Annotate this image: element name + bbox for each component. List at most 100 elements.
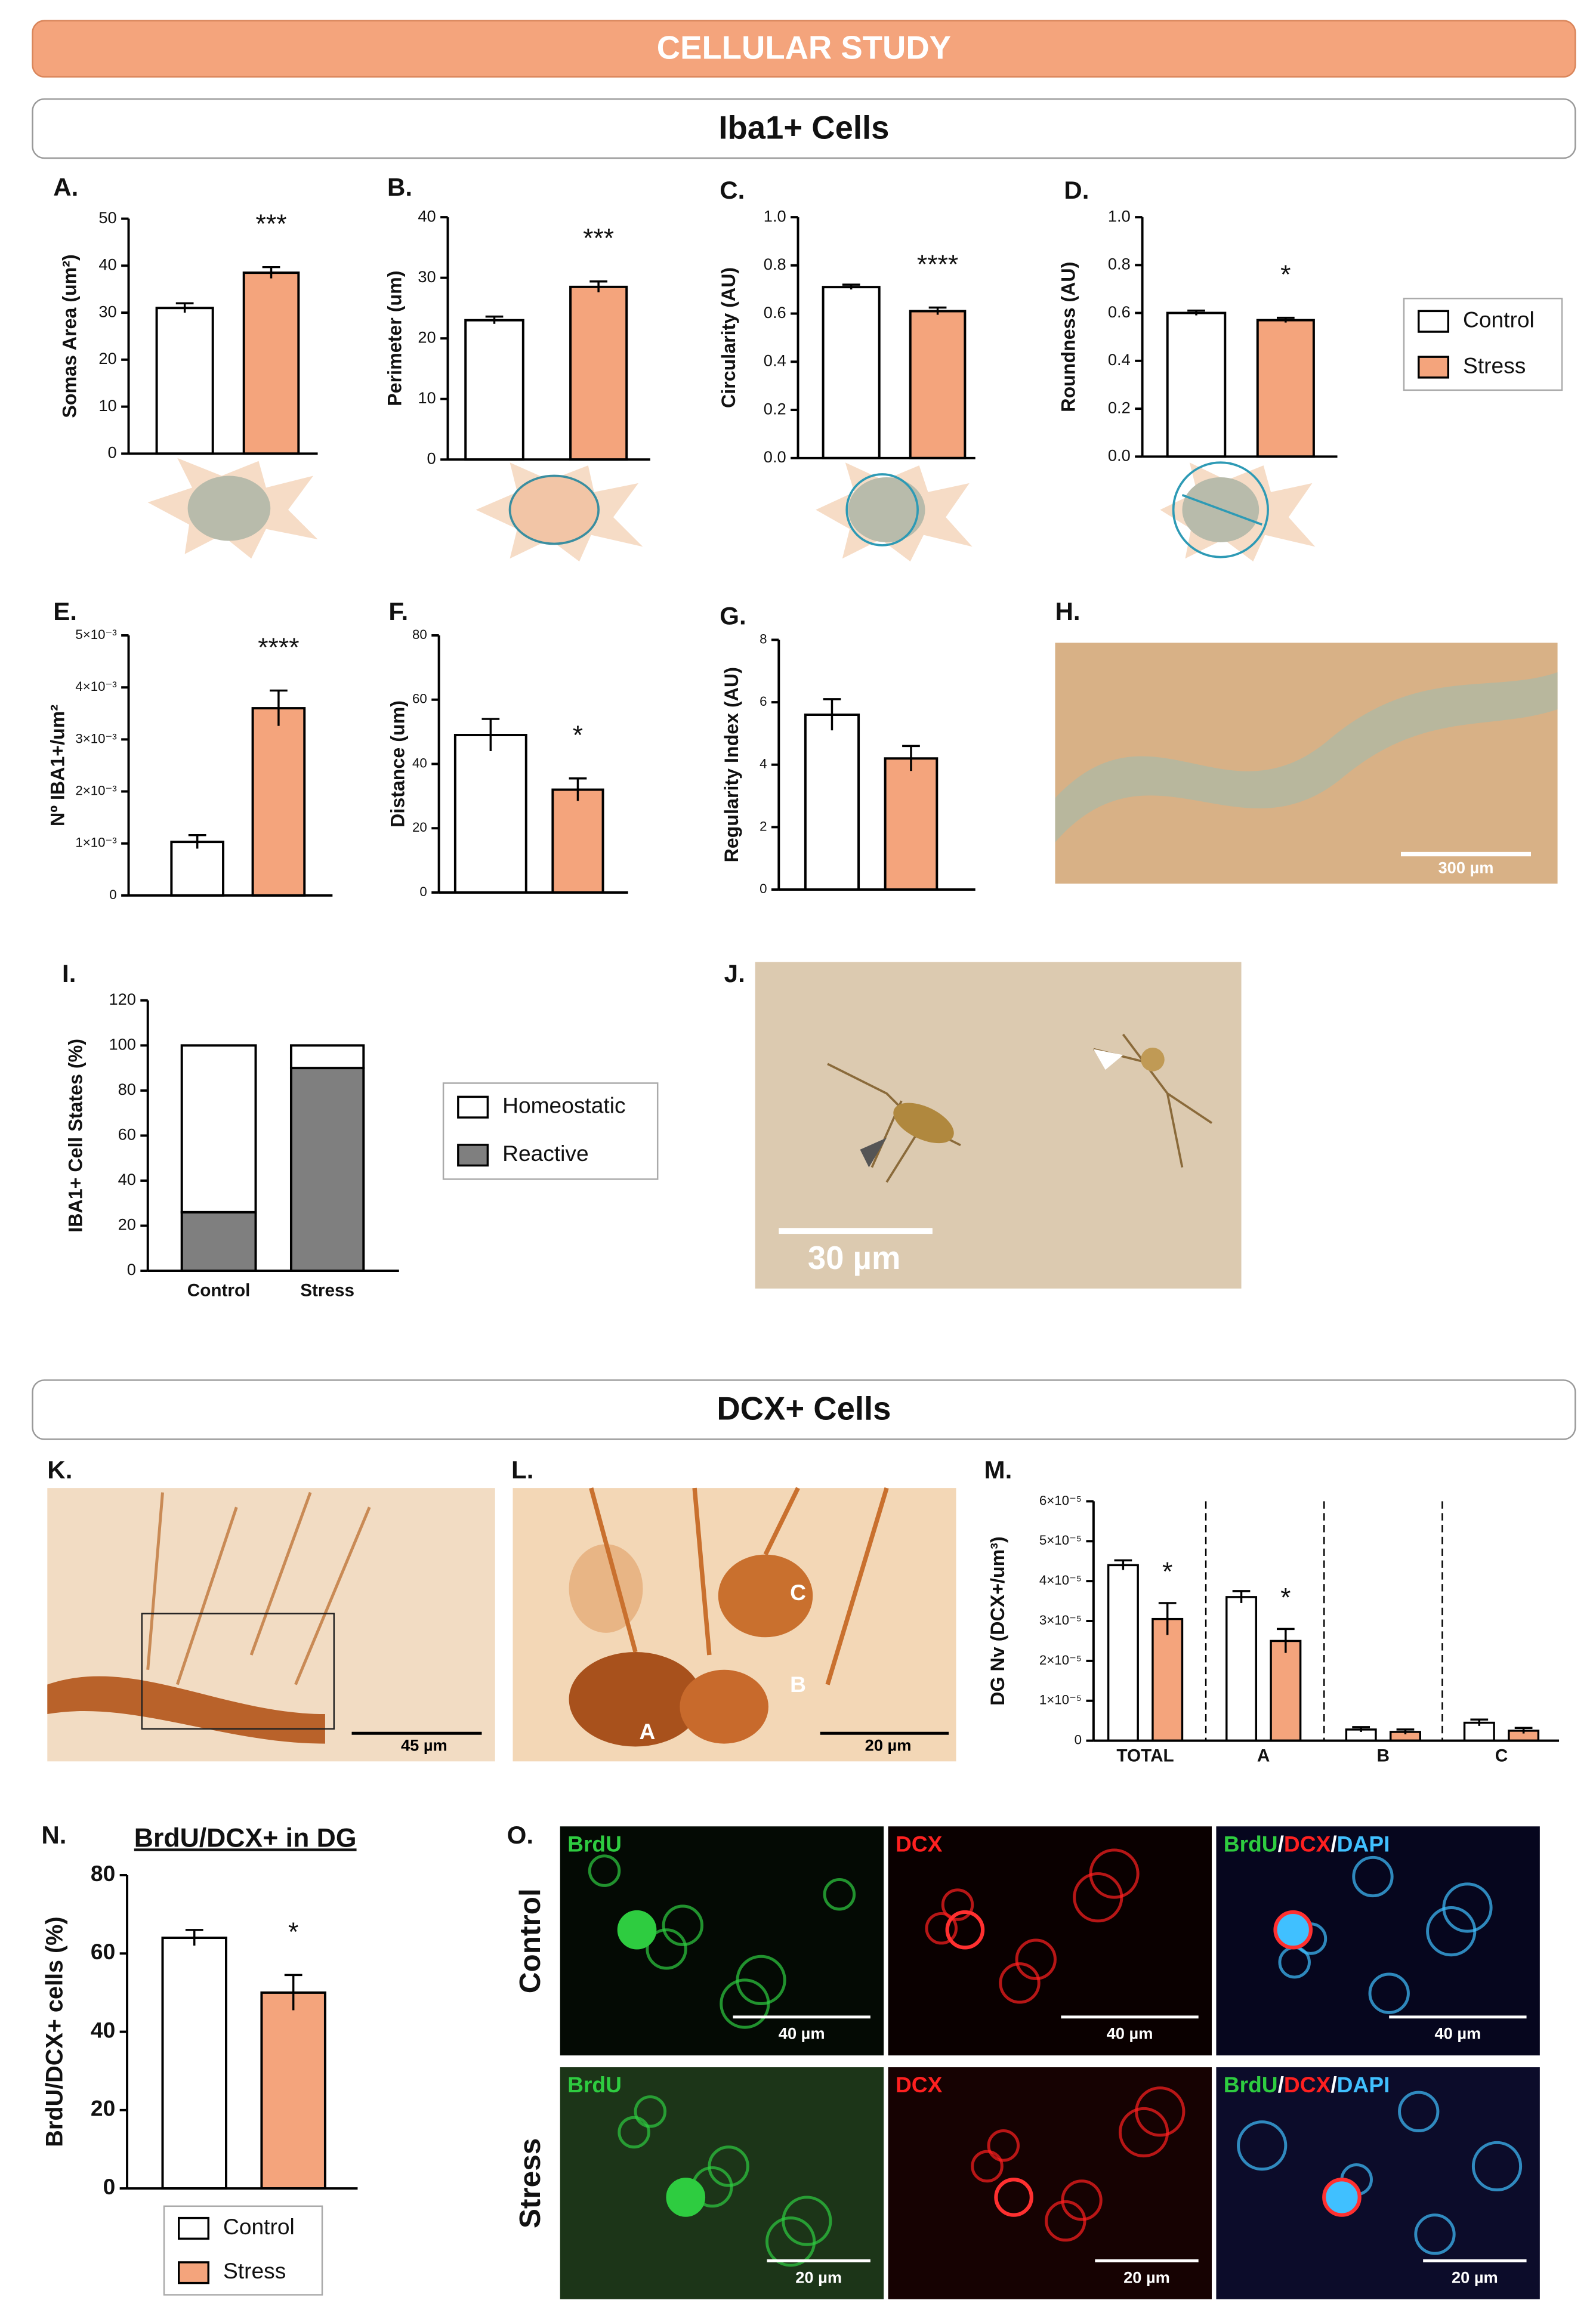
bar bbox=[161, 1937, 227, 2190]
cell bbox=[720, 1978, 770, 2029]
channel-label: BrdU bbox=[567, 2072, 622, 2097]
bar-segment bbox=[289, 1044, 365, 1070]
channel-name: BrdU bbox=[1224, 1831, 1278, 1856]
y-tick-label: 40 bbox=[91, 2017, 115, 2042]
significance: **** bbox=[258, 633, 299, 662]
y-tick-label: 4 bbox=[760, 756, 767, 771]
y-tick-label: 5×10⁻⁵ bbox=[1039, 1533, 1082, 1548]
cell-label: C bbox=[790, 1580, 806, 1605]
bar bbox=[804, 714, 860, 891]
micrograph bbox=[755, 962, 1242, 1289]
bar bbox=[1152, 1617, 1184, 1742]
dendrites bbox=[146, 1492, 371, 1685]
y-tick-label: 40 bbox=[98, 255, 116, 274]
bar-segment bbox=[289, 1067, 365, 1273]
legend-swatch bbox=[1418, 356, 1450, 379]
separator: / bbox=[1278, 2072, 1284, 2097]
panel-label: F. bbox=[388, 597, 408, 625]
scale-bar-label: 40 µm bbox=[1434, 2024, 1481, 2043]
arrow bbox=[860, 1138, 887, 1168]
cell-label: B bbox=[790, 1672, 806, 1697]
section-title: Iba1+ Cells bbox=[718, 109, 889, 146]
y-axis-label: DG Nv (DCX+/um³) bbox=[987, 1536, 1008, 1705]
x-tick-label: C bbox=[1495, 1746, 1508, 1766]
cell bbox=[1414, 2213, 1456, 2255]
outline bbox=[1172, 461, 1269, 558]
micrograph bbox=[888, 2067, 1212, 2299]
cell bbox=[618, 2116, 650, 2149]
cell bbox=[1237, 2120, 1288, 2171]
cell bbox=[1368, 1972, 1410, 2014]
significance: *** bbox=[583, 224, 614, 253]
panel-label: B. bbox=[387, 173, 412, 201]
chart-title: BrdU/DCX+ in DG bbox=[134, 1823, 357, 1852]
panel-label: E. bbox=[53, 597, 77, 625]
panel-label: M. bbox=[984, 1456, 1012, 1484]
section-box bbox=[32, 98, 1576, 159]
channel-name: DCX bbox=[1284, 2072, 1331, 2097]
x-tick-label: TOTAL bbox=[1116, 1746, 1174, 1766]
homeostatic-cell bbox=[1141, 1048, 1165, 1072]
panel-label: D. bbox=[1064, 176, 1089, 204]
y-tick-label: 1×10⁻³ bbox=[75, 835, 116, 850]
y-tick-label: 60 bbox=[412, 691, 427, 706]
cell bbox=[1061, 2179, 1103, 2221]
y-tick-label: 0 bbox=[103, 2174, 116, 2199]
y-tick-label: 3×10⁻⁵ bbox=[1039, 1613, 1082, 1628]
y-tick-label: 20 bbox=[91, 2096, 115, 2121]
y-axis-label: Perimeter (um) bbox=[384, 271, 405, 406]
bar bbox=[569, 285, 628, 461]
panel-label: L. bbox=[511, 1456, 533, 1484]
cell bbox=[569, 1652, 702, 1747]
y-tick-label: 6 bbox=[760, 694, 767, 709]
y-tick-label: 0.2 bbox=[1108, 398, 1131, 416]
y-tick-label: 0.2 bbox=[764, 399, 786, 418]
y-tick-label: 20 bbox=[412, 820, 427, 835]
channel-label: BrdU/DCX/DAPI bbox=[1224, 1831, 1390, 1856]
panel-label: H. bbox=[1055, 597, 1080, 625]
cell bbox=[941, 1888, 974, 1921]
y-tick-label: 30 bbox=[418, 267, 436, 286]
cell bbox=[680, 1669, 768, 1744]
legend-swatch bbox=[457, 1095, 489, 1119]
legend-swatch bbox=[1418, 310, 1450, 333]
significance: **** bbox=[917, 250, 958, 279]
labelled-cell bbox=[617, 1910, 657, 1950]
cell bbox=[1471, 2141, 1523, 2192]
bar bbox=[453, 734, 527, 894]
labelled-cell bbox=[1322, 2178, 1362, 2217]
y-tick-label: 100 bbox=[109, 1035, 135, 1054]
bar bbox=[1225, 1596, 1258, 1742]
y-tick-label: 80 bbox=[118, 1080, 136, 1098]
x-tick-label: B bbox=[1377, 1746, 1390, 1766]
y-tick-label: 50 bbox=[98, 208, 116, 227]
labelled-cell bbox=[945, 1910, 985, 1950]
y-axis-label: Regularity Index (AU) bbox=[721, 667, 742, 862]
y-tick-label: 0.4 bbox=[1108, 350, 1131, 369]
panel-label: G. bbox=[720, 601, 746, 629]
bar bbox=[909, 310, 967, 459]
significance: * bbox=[288, 1917, 298, 1947]
scale-bar-label: 20 µm bbox=[1123, 2268, 1170, 2286]
panel-label: A. bbox=[53, 173, 78, 201]
bar bbox=[822, 286, 881, 459]
y-tick-label: 20 bbox=[118, 1215, 136, 1234]
cell bbox=[1045, 2200, 1086, 2242]
x-tick-label: A bbox=[1257, 1746, 1270, 1766]
panel-label: J. bbox=[724, 959, 745, 987]
y-tick-label: 0 bbox=[427, 449, 436, 467]
y-tick-label: 1.0 bbox=[764, 206, 786, 225]
x-tick-label: Control bbox=[187, 1281, 251, 1301]
y-tick-label: 40 bbox=[412, 755, 427, 770]
micrograph bbox=[560, 1826, 884, 2056]
y-tick-label: 0.0 bbox=[764, 447, 786, 466]
cell bbox=[1352, 1855, 1394, 1898]
scale-bar-label: 20 µm bbox=[865, 1736, 912, 1755]
y-tick-label: 60 bbox=[118, 1125, 136, 1144]
scale-bar-label: 30 µm bbox=[808, 1240, 901, 1276]
separator: / bbox=[1330, 1831, 1336, 1856]
cell bbox=[823, 1878, 856, 1911]
legend-label: Reactive bbox=[502, 1141, 589, 1166]
